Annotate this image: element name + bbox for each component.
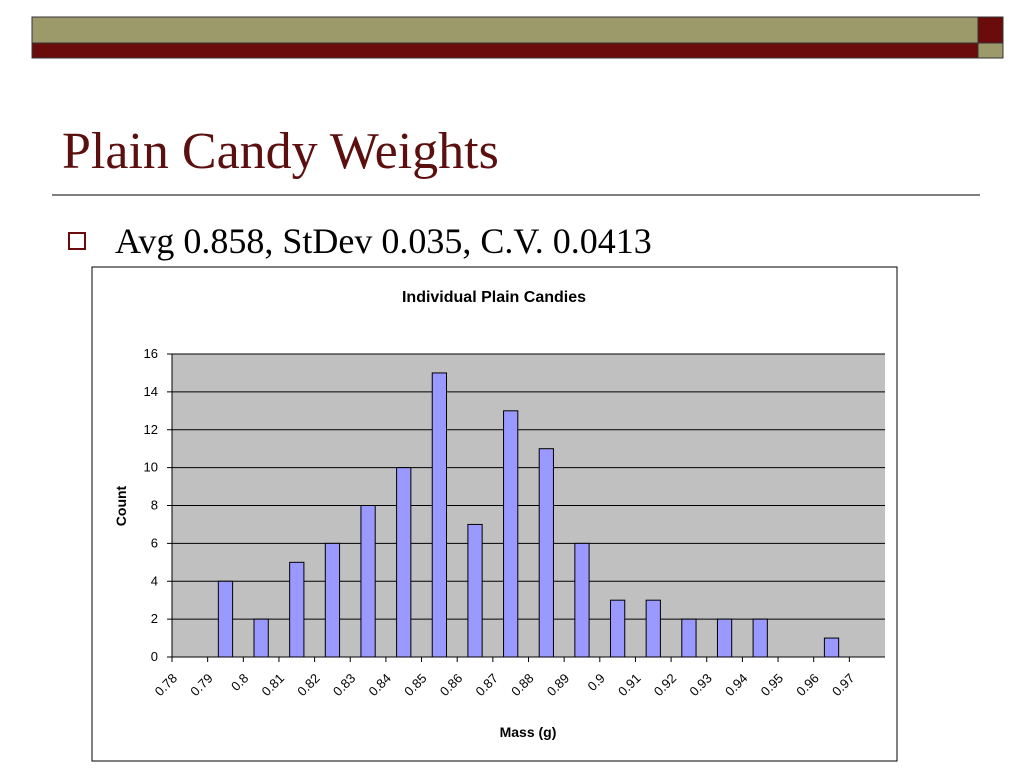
y-tick-label: 16 [144, 346, 158, 361]
bar [752, 618, 768, 658]
bar [503, 410, 519, 658]
bar [467, 523, 483, 658]
header-square [977, 16, 1004, 44]
bar [609, 599, 626, 658]
y-tick-label: 0 [151, 649, 158, 664]
bar [431, 372, 448, 658]
bar [396, 467, 412, 658]
y-tick-label: 2 [151, 611, 158, 626]
bar [645, 599, 661, 658]
bullet-icon [68, 232, 86, 250]
bar [681, 618, 697, 658]
header-square [977, 42, 1004, 59]
bar [253, 618, 269, 658]
x-axis-title: Mass (g) [500, 724, 557, 740]
header-band [31, 42, 979, 59]
bullet-text: Avg 0.858, StDev 0.035, C.V. 0.0413 [115, 221, 652, 261]
bar [324, 542, 341, 658]
y-tick-label: 14 [144, 384, 158, 399]
y-tick-label: 6 [151, 535, 158, 550]
header-band [31, 16, 979, 44]
y-tick-label: 12 [144, 422, 158, 437]
bar [823, 637, 840, 658]
bar [360, 505, 376, 658]
y-axis-title: Count [113, 485, 129, 526]
y-tick-label: 8 [151, 498, 158, 513]
bar [574, 542, 590, 658]
bar [538, 448, 554, 658]
bar [217, 580, 234, 658]
y-tick-label: 4 [151, 573, 158, 588]
bar [716, 618, 733, 658]
slide-title: Plain Candy Weights [62, 123, 499, 180]
chart-title: Individual Plain Candies [402, 289, 586, 306]
bar [289, 561, 305, 658]
y-tick-label: 10 [144, 460, 158, 475]
